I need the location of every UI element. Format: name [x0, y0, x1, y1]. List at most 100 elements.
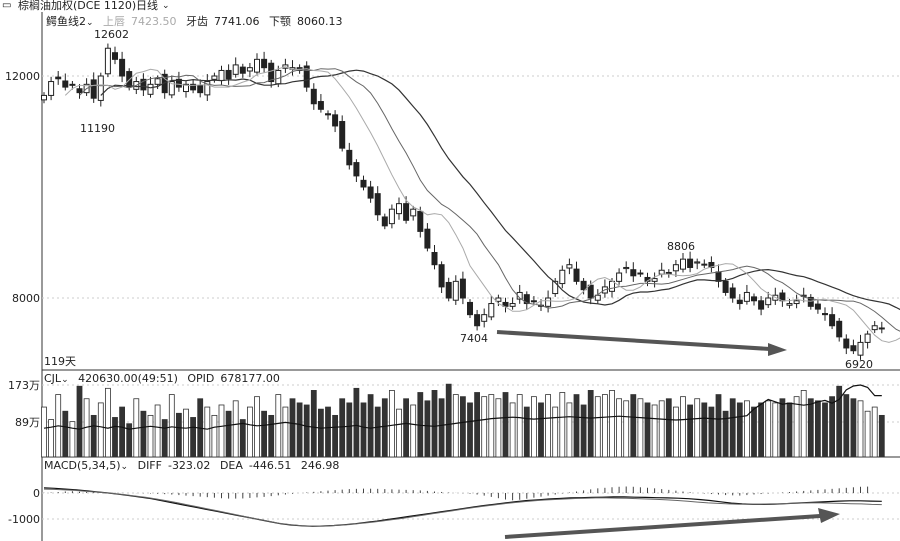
volume-bar: [609, 390, 615, 458]
candle-body: [332, 114, 339, 127]
volume-bar: [332, 414, 339, 458]
candle-body: [424, 228, 431, 249]
volume-bar: [680, 396, 686, 458]
dea-line: [43, 488, 882, 527]
volume-bar: [431, 390, 438, 458]
volume-bar: [147, 414, 154, 458]
volume-bar: [559, 392, 566, 458]
volume-bar: [296, 402, 303, 458]
candle-body: [658, 269, 665, 275]
candle-body: [225, 69, 232, 80]
days-label: 119天: [44, 355, 76, 368]
volume-bar: [353, 387, 360, 458]
instrument-title[interactable]: 棕榈油加权(DCE 1120): [18, 0, 137, 12]
volume-bar: [211, 414, 218, 458]
volume-bar: [360, 402, 367, 458]
volume-bar: [651, 404, 658, 458]
candle-body: [758, 300, 765, 310]
volume-bar: [829, 396, 835, 458]
volume-bar: [822, 402, 828, 458]
volume-bar: [708, 406, 715, 458]
candle-body: [559, 269, 566, 285]
volume-bar: [424, 400, 431, 458]
price-annotation: 7404: [460, 332, 488, 345]
candle-body: [325, 113, 331, 116]
period-selector[interactable]: 日线: [136, 0, 158, 12]
macd-name[interactable]: MACD(5,34,5): [44, 459, 121, 472]
candle-body: [254, 58, 260, 73]
candle-body: [239, 66, 246, 74]
volume-bar: [701, 402, 708, 458]
candle-body: [147, 83, 154, 95]
volume-bar: [119, 406, 125, 458]
candle-body: [786, 303, 793, 306]
volume-bar: [658, 400, 665, 458]
candle-body: [154, 78, 161, 85]
candle-body: [573, 268, 580, 282]
candle-body: [97, 75, 104, 101]
candle-body: [665, 271, 672, 274]
candle-body: [587, 284, 594, 299]
candle-body: [90, 79, 97, 99]
volume-bar: [218, 404, 225, 458]
candle-body: [474, 314, 481, 327]
candle-body: [303, 65, 310, 88]
volume-bar: [282, 406, 289, 458]
volume-bar: [254, 396, 260, 458]
candle-body: [112, 52, 118, 60]
candle-body: [275, 69, 282, 85]
volume-bar: [69, 421, 76, 458]
candle-body: [530, 300, 537, 303]
volume-value: 420630.00(49:51): [78, 372, 178, 385]
volume-bar: [97, 402, 104, 458]
volume-bar: [62, 410, 69, 458]
cjl-label[interactable]: CJL: [44, 372, 62, 385]
volume-bar: [630, 394, 637, 458]
volume-bar: [800, 390, 807, 458]
candle-body: [76, 88, 83, 94]
volume-bar: [495, 398, 502, 458]
volume-bar: [715, 394, 722, 458]
candle-body: [467, 301, 473, 316]
teeth-line: [79, 68, 900, 332]
trend-arrow-head: [768, 343, 787, 356]
indicator-chevron-icon[interactable]: ⌄: [86, 18, 94, 28]
macd-legend: MACD(5,34,5)⌄ DIFF -323.02 DEA -446.51 246…: [44, 460, 345, 473]
volume-bar: [339, 398, 346, 458]
volume-bar: [850, 398, 857, 458]
candle-body: [878, 327, 885, 330]
candle-body: [197, 84, 204, 94]
volume-bar: [175, 412, 182, 458]
volume-bar: [232, 400, 239, 458]
macd-chevron-icon[interactable]: ⌄: [120, 462, 129, 472]
volume-bar: [694, 398, 701, 458]
teeth-value: 7741.06: [214, 15, 260, 28]
volume-bar: [403, 398, 410, 458]
candle-body: [431, 251, 438, 266]
macd-value: 246.98: [300, 459, 340, 472]
candle-body: [609, 280, 615, 292]
volume-bar: [616, 398, 622, 458]
window-icon[interactable]: ▭: [2, 0, 12, 11]
indicator-name[interactable]: 鳄鱼线2: [46, 15, 86, 28]
volume-bar: [878, 414, 885, 458]
volume-bar: [516, 394, 523, 458]
candle-body: [410, 208, 417, 217]
candle-body: [523, 294, 530, 305]
volume-bar: [744, 400, 750, 458]
volume-bar: [168, 394, 175, 458]
chevron-down-icon[interactable]: ⌄: [162, 1, 170, 11]
volume-bar: [467, 402, 473, 458]
volume-bar: [573, 394, 580, 458]
volume-bar: [623, 400, 630, 458]
volume-bar: [871, 406, 878, 458]
volume-bar: [509, 402, 516, 458]
candle-body: [190, 83, 197, 91]
cjl-chevron-icon[interactable]: ⌄: [61, 375, 69, 385]
opid-label: OPID: [187, 372, 215, 385]
volume-bar: [105, 387, 111, 458]
volume-bar: [90, 414, 97, 458]
candle-body: [438, 264, 445, 288]
divergence-arrow-head: [818, 508, 840, 523]
